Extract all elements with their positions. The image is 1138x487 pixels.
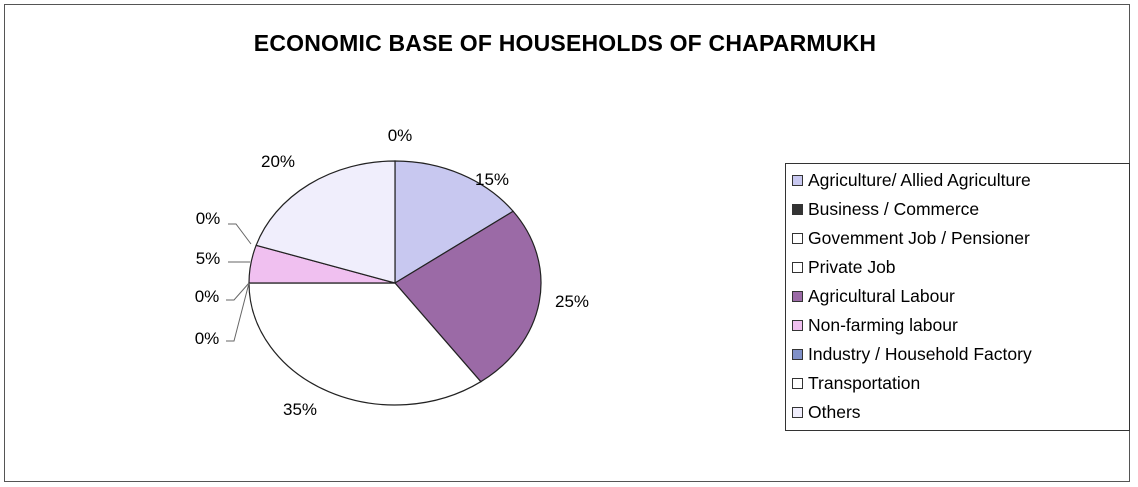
- legend-swatch: [792, 349, 803, 360]
- legend-item: Agriculture/ Allied Agriculture: [792, 166, 1129, 195]
- chart-title: ECONOMIC BASE OF HOUSEHOLDS OF CHAPARMUK…: [253, 30, 877, 56]
- legend-item: Agricultural Labour: [792, 282, 1129, 311]
- pie-slice-transportation: [248, 282, 482, 406]
- legend-label: Non-farming labour: [808, 315, 958, 335]
- legend-item: Govemment Job / Pensioner: [792, 224, 1129, 253]
- legend-swatch: [792, 407, 803, 418]
- data-label: 0%: [388, 126, 413, 145]
- legend-label: Private Job: [808, 257, 896, 277]
- leader-line: [226, 282, 250, 301]
- legend-swatch: [792, 233, 803, 244]
- legend-swatch: [792, 291, 803, 302]
- leader-line: [226, 282, 250, 342]
- pie-slice-others: [255, 160, 396, 284]
- legend-swatch: [792, 378, 803, 389]
- legend-label: Others: [808, 402, 861, 422]
- legend-item: Others: [792, 398, 1129, 427]
- legend-label: Business / Commerce: [808, 199, 980, 219]
- legend-label: Agriculture/ Allied Agriculture: [808, 170, 1031, 190]
- chart-legend: Agriculture/ Allied Agriculture Business …: [785, 163, 1130, 431]
- pie-slice-agricultural-labour: [394, 210, 542, 383]
- legend-item: Business / Commerce: [792, 195, 1129, 224]
- legend-label: Govemment Job / Pensioner: [808, 228, 1030, 248]
- legend-swatch: [792, 262, 803, 273]
- data-label: 15%: [475, 170, 509, 189]
- legend-item: Non-farming labour: [792, 311, 1129, 340]
- data-label: 0%: [196, 209, 221, 228]
- data-label: 5%: [196, 249, 221, 268]
- legend-item: Transportation: [792, 369, 1129, 398]
- data-label: 0%: [195, 329, 220, 348]
- data-label: 20%: [261, 152, 295, 171]
- data-label: 0%: [195, 287, 220, 306]
- legend-item: Industry / Household Factory: [792, 340, 1129, 369]
- legend-label: Agricultural Labour: [808, 286, 955, 306]
- pie-slice-agriculture-allied-agriculture: [394, 160, 515, 285]
- legend-swatch: [792, 204, 803, 215]
- legend-item: Private Job: [792, 253, 1129, 282]
- leader-line: [228, 223, 252, 245]
- legend-label: Industry / Household Factory: [808, 344, 1032, 364]
- legend-label: Transportation: [808, 373, 921, 393]
- legend-swatch: [792, 320, 803, 331]
- legend-swatch: [792, 175, 803, 186]
- data-label: 25%: [555, 292, 589, 311]
- data-label: 35%: [283, 400, 317, 419]
